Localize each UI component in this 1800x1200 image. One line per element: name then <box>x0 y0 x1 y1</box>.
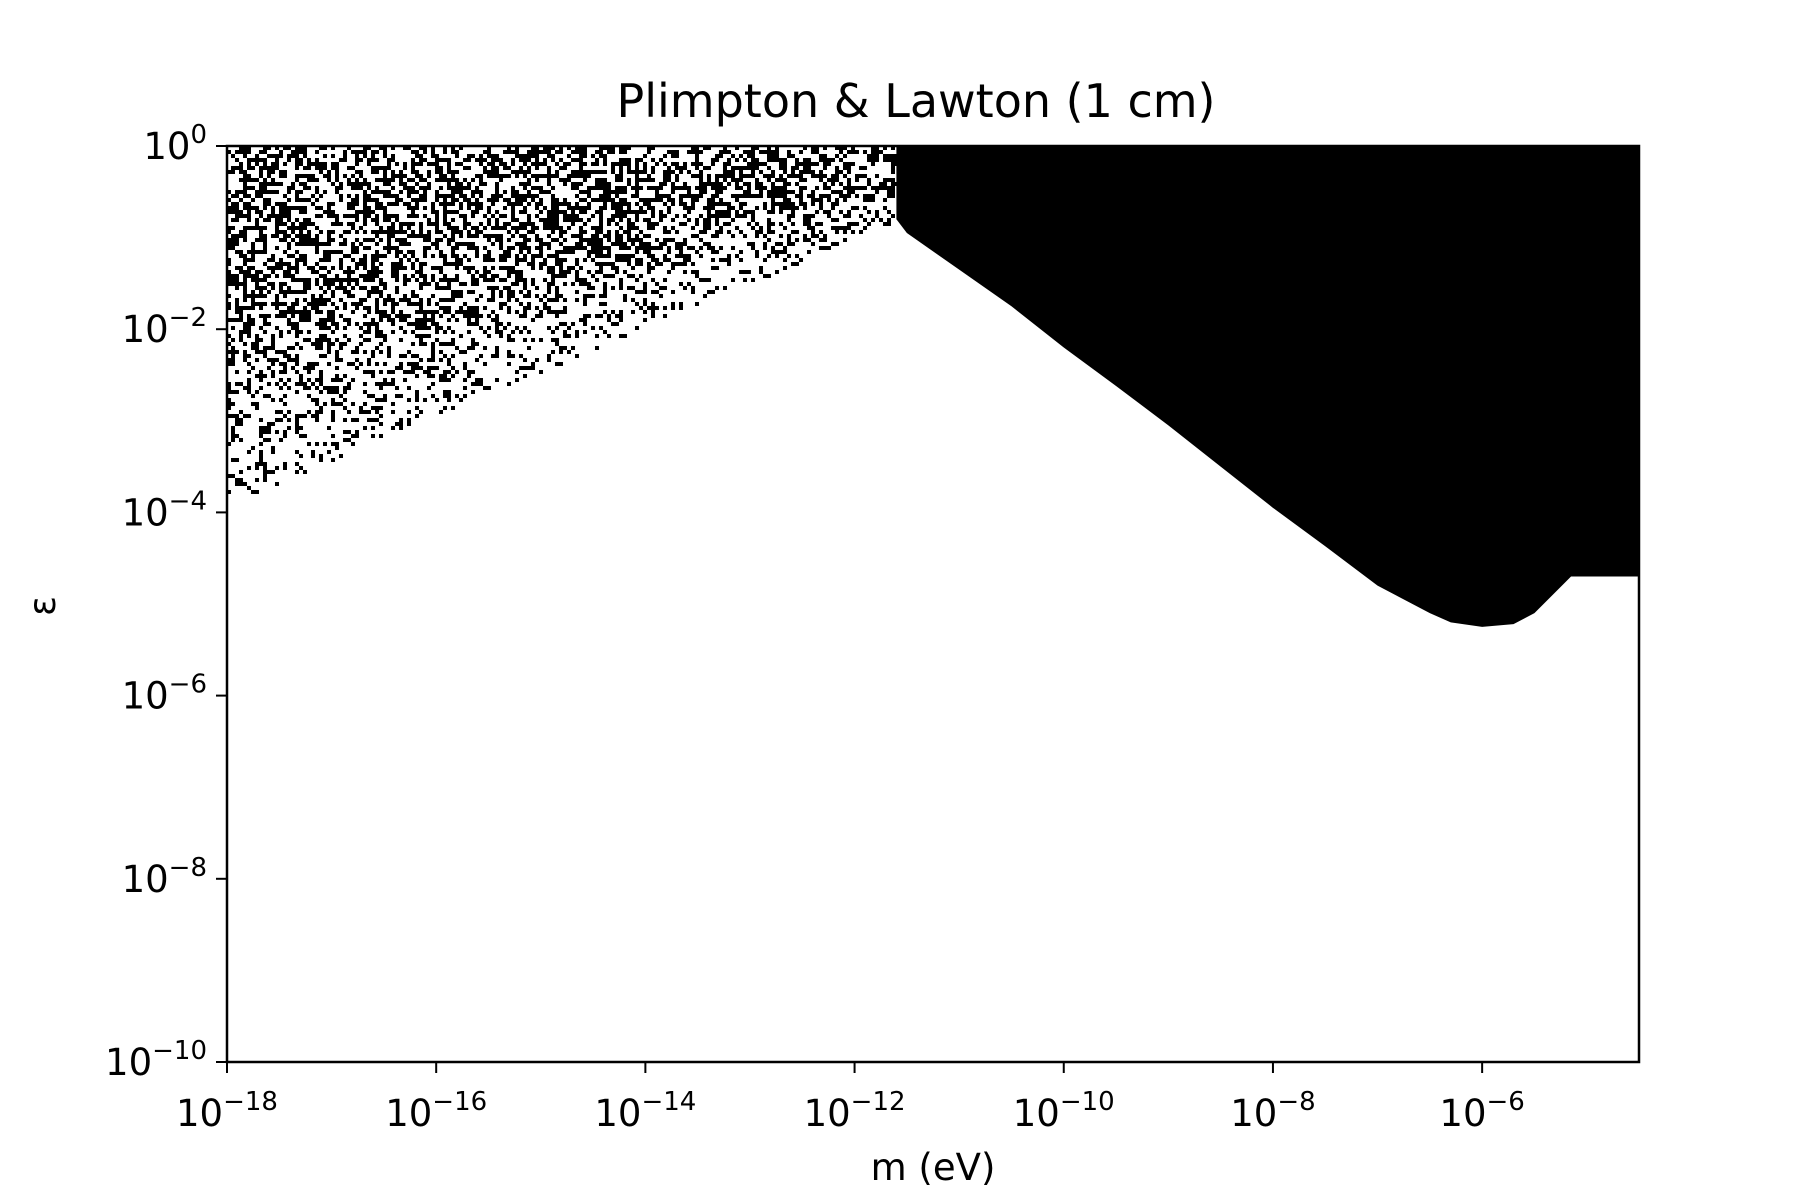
plot-area <box>227 146 1639 1062</box>
y-tick-label: 10−8 <box>122 853 207 901</box>
x-tick-label: 10−14 <box>594 1087 696 1135</box>
x-tick-label: 10−6 <box>1439 1087 1524 1135</box>
x-axis-label: m (eV) <box>871 1146 996 1189</box>
y-tick-label: 10−2 <box>122 303 207 351</box>
y-axis: 100 10−2 10−4 10−6 10−8 10−10 <box>105 120 227 1084</box>
noisy-exclusion-region <box>227 146 899 494</box>
excluded-region <box>896 146 1639 627</box>
x-tick-label: 10−8 <box>1230 1087 1315 1135</box>
x-tick-label: 10−10 <box>1013 1087 1115 1135</box>
plot-frame <box>225 144 1641 1064</box>
x-tick-label: 10−18 <box>176 1087 278 1135</box>
y-tick-label: 10−6 <box>122 670 207 718</box>
x-tick-label: 10−12 <box>804 1087 906 1135</box>
y-tick-label: 10−4 <box>122 486 207 534</box>
x-axis: 10−18 10−16 10−14 10−12 10−10 10−8 10−6 <box>176 1062 1525 1135</box>
x-tick-label: 10−16 <box>385 1087 487 1135</box>
noise-speckles <box>227 146 899 494</box>
y-axis-label: ε <box>21 596 64 616</box>
y-tick-label: 100 <box>143 120 207 168</box>
chart-title: Plimpton & Lawton (1 cm) <box>616 74 1215 128</box>
y-tick-label: 10−10 <box>105 1036 207 1084</box>
